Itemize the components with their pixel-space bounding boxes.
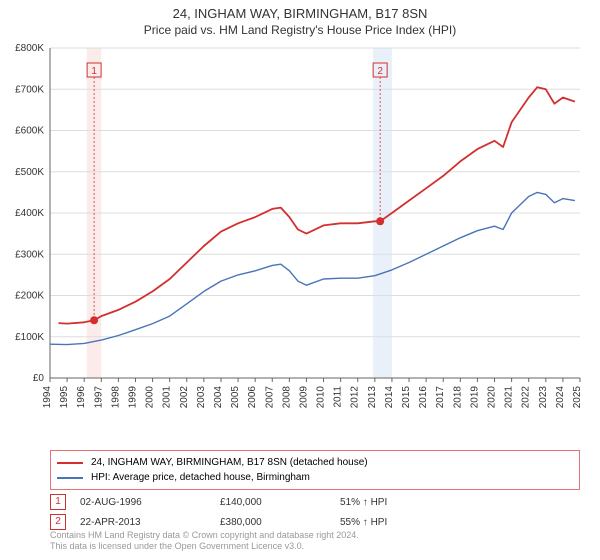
svg-text:£800K: £800K [15,43,44,54]
svg-text:2019: 2019 [469,386,480,409]
chart-subtitle: Price paid vs. HM Land Registry's House … [0,23,600,37]
transaction-price: £140,000 [220,497,340,508]
svg-text:2015: 2015 [401,386,412,409]
transaction-row: 1 02-AUG-1996£140,00051% ↑ HPI [50,494,580,510]
transaction-index-box: 1 [50,494,66,510]
chart-area: 12£0£100K£200K£300K£400K£500K£600K£700K£… [50,48,580,408]
svg-text:1: 1 [91,66,97,77]
transaction-hpi: 51% ↑ HPI [340,497,460,508]
legend-box: 24, INGHAM WAY, BIRMINGHAM, B17 8SN (det… [50,450,580,490]
svg-text:£400K: £400K [15,208,44,219]
chart-svg: 12£0£100K£200K£300K£400K£500K£600K£700K£… [50,48,580,438]
svg-text:1998: 1998 [110,386,121,409]
svg-text:2024: 2024 [555,386,566,409]
svg-text:2006: 2006 [247,386,258,409]
transaction-date: 22-APR-2013 [80,517,220,528]
svg-text:2013: 2013 [367,386,378,409]
svg-text:2018: 2018 [452,386,463,409]
svg-text:2001: 2001 [162,386,173,409]
svg-text:2003: 2003 [196,386,207,409]
legend-swatch [57,462,83,464]
svg-text:2009: 2009 [298,386,309,409]
svg-text:2012: 2012 [350,386,361,409]
svg-text:1995: 1995 [59,386,70,409]
chart-container: 24, INGHAM WAY, BIRMINGHAM, B17 8SN Pric… [0,0,600,560]
svg-text:£0: £0 [33,373,45,384]
svg-text:£700K: £700K [15,84,44,95]
transaction-hpi: 55% ↑ HPI [340,517,460,528]
chart-title-address: 24, INGHAM WAY, BIRMINGHAM, B17 8SN [0,6,600,21]
svg-text:2010: 2010 [316,386,327,409]
legend-swatch [57,477,83,479]
legend-label: 24, INGHAM WAY, BIRMINGHAM, B17 8SN (det… [91,455,368,470]
transaction-date: 02-AUG-1996 [80,497,220,508]
legend-item: HPI: Average price, detached house, Birm… [57,470,573,485]
svg-text:2008: 2008 [281,386,292,409]
footer-attribution: Contains HM Land Registry data © Crown c… [50,530,580,552]
svg-text:2002: 2002 [179,386,190,409]
svg-text:£600K: £600K [15,126,44,137]
svg-text:£500K: £500K [15,167,44,178]
svg-text:2007: 2007 [264,386,275,409]
svg-text:2022: 2022 [521,386,532,409]
transaction-index-box: 2 [50,514,66,530]
svg-text:1994: 1994 [42,386,53,409]
svg-text:2014: 2014 [384,386,395,409]
legend-label: HPI: Average price, detached house, Birm… [91,470,310,485]
svg-text:1997: 1997 [93,386,104,409]
svg-text:2023: 2023 [538,386,549,409]
svg-text:2000: 2000 [145,386,156,409]
svg-text:2016: 2016 [418,386,429,409]
svg-text:£100K: £100K [15,332,44,343]
transaction-row: 2 22-APR-2013£380,00055% ↑ HPI [50,514,580,530]
svg-text:2: 2 [377,66,383,77]
svg-text:1996: 1996 [76,386,87,409]
svg-text:2025: 2025 [572,386,583,409]
transaction-rows: 1 02-AUG-1996£140,00051% ↑ HPI 2 22-APR-201… [50,490,580,530]
legend-item: 24, INGHAM WAY, BIRMINGHAM, B17 8SN (det… [57,455,573,470]
svg-text:2011: 2011 [333,386,344,408]
svg-text:2017: 2017 [435,386,446,409]
svg-text:£300K: £300K [15,249,44,260]
svg-text:1999: 1999 [127,386,138,409]
svg-text:2020: 2020 [487,386,498,409]
title-block: 24, INGHAM WAY, BIRMINGHAM, B17 8SN Pric… [0,0,600,37]
svg-text:2004: 2004 [213,386,224,409]
footer-line1: Contains HM Land Registry data © Crown c… [50,530,580,541]
footer-line2: This data is licensed under the Open Gov… [50,541,580,552]
svg-text:£200K: £200K [15,291,44,302]
transaction-price: £380,000 [220,517,340,528]
svg-text:2005: 2005 [230,386,241,409]
svg-text:2021: 2021 [504,386,515,409]
